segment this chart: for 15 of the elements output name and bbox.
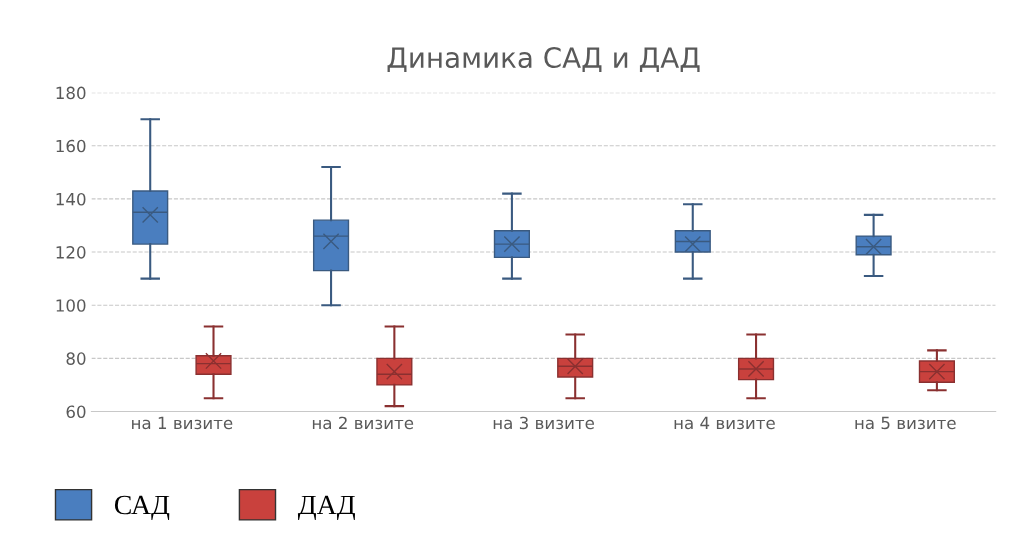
x-tick-label: на 4 визите	[674, 416, 775, 430]
y-tick-label: 140	[56, 192, 86, 206]
x-tick-label: на 2 визите	[312, 416, 414, 430]
x-tick-label: на 5 визите	[855, 416, 956, 430]
legend-label: САД	[114, 495, 170, 520]
x-tick-label: на 1 визите	[132, 416, 233, 430]
y-tick-label: 180	[56, 86, 86, 100]
y-tick-label: 160	[56, 139, 86, 153]
y-tick-label: 120	[56, 246, 86, 259]
y-tick-label: 80	[66, 352, 86, 365]
chart-title: Динамика САД и ДАД	[387, 47, 700, 72]
legend-label: ДАД	[297, 495, 356, 520]
y-tick-label: 100	[56, 299, 86, 312]
x-tick-label: на 3 визите	[493, 416, 594, 430]
y-tick-label: 60	[66, 405, 86, 419]
